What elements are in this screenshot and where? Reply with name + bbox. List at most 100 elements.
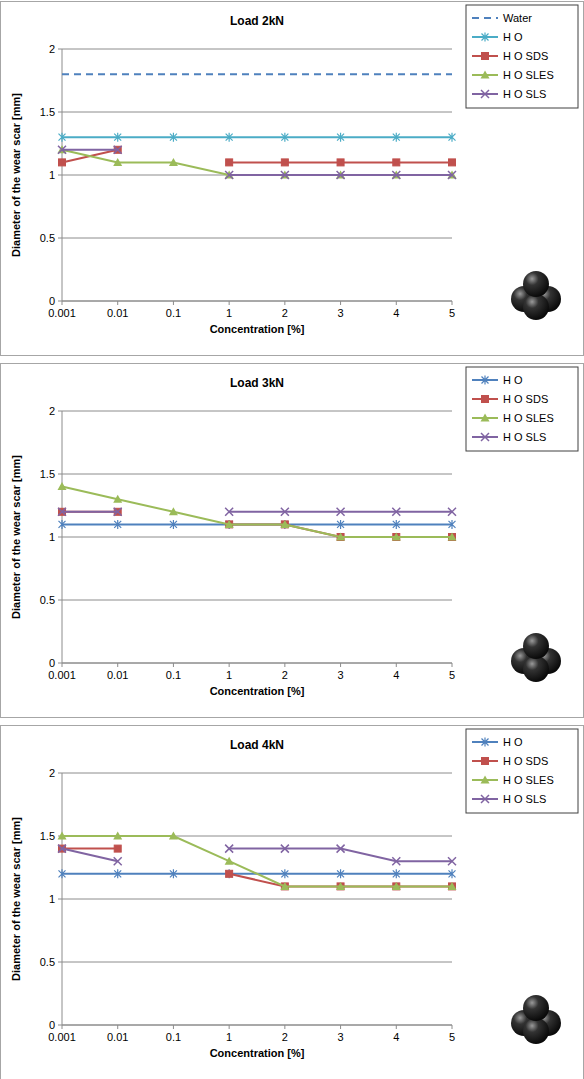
title: Load 4kN <box>230 738 284 752</box>
marker <box>337 534 344 541</box>
legend: H OH O SDSH O SLESH O SLS <box>466 729 578 813</box>
tick-label: 1 <box>226 669 232 681</box>
tick-label: 3 <box>338 307 344 319</box>
legend-label: H O SLS <box>503 793 546 805</box>
tick-mark <box>58 411 62 412</box>
axis-title: Concentration [%] <box>210 323 305 335</box>
legend-label: H O SDS <box>503 50 548 62</box>
marker <box>448 882 457 890</box>
tick-label: 2 <box>49 405 55 417</box>
tick-mark <box>396 663 397 667</box>
panel: Load 3kN00.511.520.0010.010.112345Concen… <box>1 364 584 718</box>
tick-label: 1.5 <box>40 468 55 480</box>
tick-mark <box>58 301 62 302</box>
marker <box>337 845 345 853</box>
tick-mark <box>396 1025 397 1029</box>
grid-line <box>62 49 452 50</box>
tick-label: 5 <box>449 669 455 681</box>
axis-title: Concentration [%] <box>210 685 305 697</box>
marker <box>113 832 122 840</box>
marker <box>170 520 177 529</box>
marker <box>337 508 345 516</box>
marker <box>58 508 66 516</box>
tick-label: 5 <box>449 307 455 319</box>
legend-label: Water <box>503 12 532 24</box>
tick-mark <box>58 537 62 538</box>
marker <box>482 738 489 747</box>
marker <box>114 508 122 516</box>
legend-label: H O <box>503 374 523 386</box>
marker <box>114 857 122 865</box>
series-line <box>62 487 452 537</box>
grid-line <box>62 962 452 963</box>
marker <box>448 171 456 179</box>
marker <box>58 146 66 154</box>
legend-label: H O <box>503 31 523 43</box>
marker <box>482 53 489 60</box>
marker <box>393 534 400 541</box>
marker <box>226 870 233 877</box>
tick-mark <box>173 301 174 305</box>
ball <box>523 271 549 297</box>
marker <box>392 508 400 516</box>
tick-mark <box>58 899 62 900</box>
tick-label: 1 <box>49 531 55 543</box>
tick-mark <box>229 663 230 667</box>
marker <box>58 482 67 490</box>
axis-title: Diameter of the wear scar [mm] <box>10 455 22 619</box>
tick-mark <box>58 474 62 475</box>
marker <box>281 845 289 853</box>
legend-label: H O SLES <box>503 412 554 424</box>
marker <box>337 159 344 166</box>
marker <box>448 533 457 541</box>
tick-label: 1 <box>226 307 232 319</box>
ball <box>523 1018 549 1044</box>
grid-line <box>62 899 452 900</box>
marker <box>482 33 489 42</box>
panel-frame <box>1 2 584 356</box>
ball <box>523 633 549 659</box>
tick-mark <box>284 663 285 667</box>
tick-label: 1 <box>49 169 55 181</box>
tick-label: 0.5 <box>40 956 55 968</box>
tick-mark <box>62 301 63 305</box>
tick-label: 2 <box>49 767 55 779</box>
tick-label: 1 <box>49 893 55 905</box>
tick-label: 4 <box>393 1031 399 1043</box>
tick-label: 0 <box>49 657 55 669</box>
tick-mark <box>62 1025 63 1029</box>
tick-mark <box>229 301 230 305</box>
marker <box>225 845 233 853</box>
legend-frame <box>466 729 578 813</box>
axis-title: Diameter of the wear scar [mm] <box>10 93 22 257</box>
tick-label: 4 <box>393 307 399 319</box>
axis-line <box>62 773 63 1025</box>
four-ball-icon <box>511 633 561 682</box>
grid-line <box>62 238 452 239</box>
tick-label: 0 <box>49 295 55 307</box>
marker <box>336 882 345 890</box>
tick-mark <box>173 1025 174 1029</box>
marker <box>393 883 400 890</box>
tick-mark <box>452 301 453 305</box>
marker <box>281 883 288 890</box>
tick-label: 0.1 <box>166 1031 181 1043</box>
marker <box>280 520 289 528</box>
marker <box>281 508 289 516</box>
tick-label: 1.5 <box>40 106 55 118</box>
tick-mark <box>284 1025 285 1029</box>
tick-label: 0.1 <box>166 669 181 681</box>
marker <box>59 520 66 529</box>
axis-line <box>62 411 63 663</box>
marker <box>113 495 122 503</box>
tick-label: 0.1 <box>166 307 181 319</box>
series-line <box>62 136 452 138</box>
tick-label: 0.01 <box>107 1031 128 1043</box>
marker <box>336 533 345 541</box>
marker <box>281 869 288 878</box>
series-line <box>62 849 452 887</box>
tick-label: 4 <box>393 669 399 681</box>
marker <box>281 159 288 166</box>
panel-frame <box>1 364 584 718</box>
tick-mark <box>340 1025 341 1029</box>
